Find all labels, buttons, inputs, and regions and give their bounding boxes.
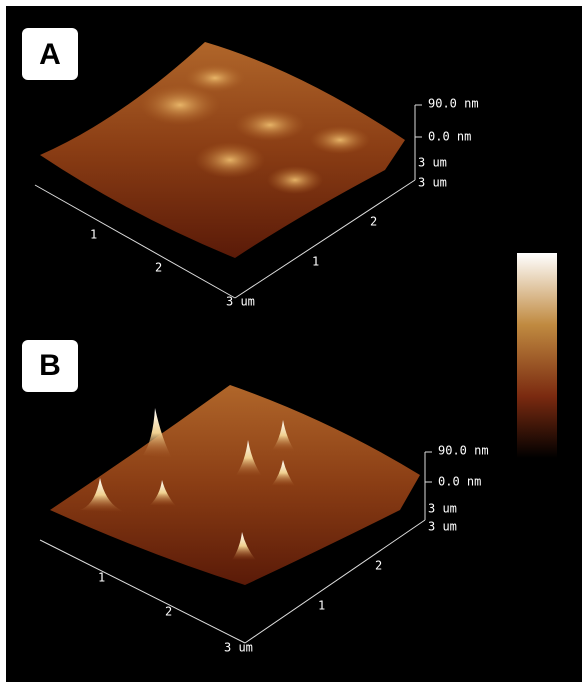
bump <box>267 166 323 194</box>
z-label: 0.0 nm <box>438 475 481 489</box>
x-tick-label: 2 <box>155 261 162 275</box>
panel-label: B <box>39 349 61 382</box>
bump <box>235 109 305 141</box>
bump <box>195 142 265 178</box>
corner-label: 3 um <box>418 176 447 190</box>
x-end-label: 3 um <box>226 295 255 309</box>
x-end-label: 3 um <box>224 641 253 655</box>
z-label: 0.0 nm <box>428 130 471 144</box>
x-tick-label: 1 <box>98 571 105 585</box>
panel-label: A <box>39 38 61 71</box>
corner-label: 3 um <box>418 156 447 170</box>
y-tick-label: 2 <box>375 559 382 573</box>
bump <box>185 64 245 92</box>
figure: A 90.0 nm 0.0 nm 3 um 3 um 1 2 3 um 1 2 … <box>0 0 588 687</box>
y-tick-label: 2 <box>370 215 377 229</box>
y-tick-label: 1 <box>312 255 319 269</box>
corner-label: 3 um <box>428 502 457 516</box>
bump <box>310 126 370 154</box>
z-label: 90.0 nm <box>428 97 479 111</box>
x-tick-label: 2 <box>165 605 172 619</box>
corner-label: 3 um <box>428 520 457 534</box>
x-tick-label: 1 <box>90 228 97 242</box>
y-tick-label: 1 <box>318 599 325 613</box>
color-bar <box>517 253 557 458</box>
z-label: 90.0 nm <box>438 444 489 458</box>
